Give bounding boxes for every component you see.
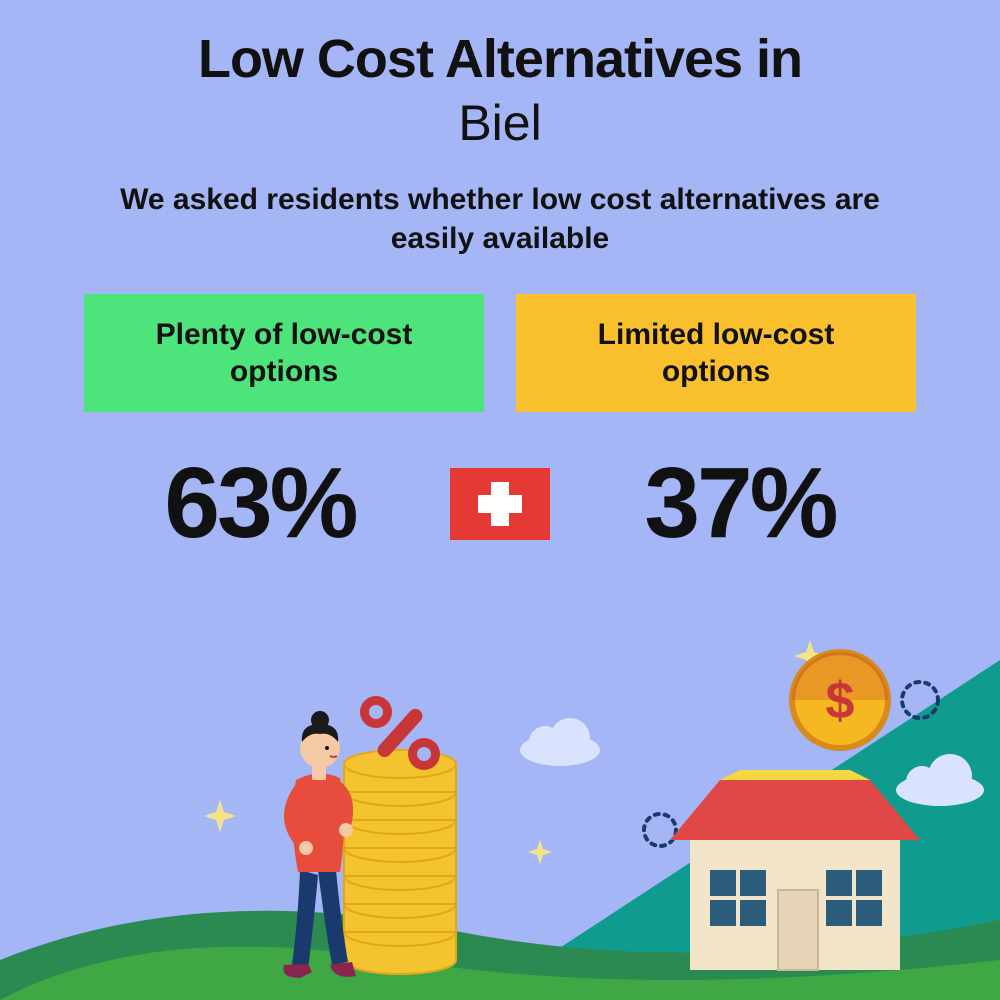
percent-left: 63% xyxy=(120,446,400,561)
sparkle-2 xyxy=(204,800,236,832)
sparkle-3 xyxy=(528,840,552,864)
subtitle-text: We asked residents whether low cost alte… xyxy=(120,180,880,258)
swiss-flag-icon xyxy=(450,468,550,540)
dotted-circle-2 xyxy=(644,814,676,846)
percent-right: 37% xyxy=(600,446,880,561)
house-icon xyxy=(670,770,920,970)
illustration: $ xyxy=(0,620,1000,1000)
cloud-left xyxy=(520,718,600,766)
coin-stack-icon xyxy=(344,750,456,974)
option-box-right: Limited low-cost options xyxy=(516,294,916,412)
flag-cross-horizontal xyxy=(478,495,522,513)
dollar-coin-icon: $ xyxy=(792,652,888,748)
title-line1: Low Cost Alternatives in xyxy=(0,0,1000,90)
option-box-left: Plenty of low-cost options xyxy=(84,294,484,412)
percent-row: 63% 37% xyxy=(0,446,1000,561)
title-line2: Biel xyxy=(0,94,1000,152)
svg-text:$: $ xyxy=(826,672,855,730)
option-boxes: Plenty of low-cost options Limited low-c… xyxy=(0,294,1000,412)
